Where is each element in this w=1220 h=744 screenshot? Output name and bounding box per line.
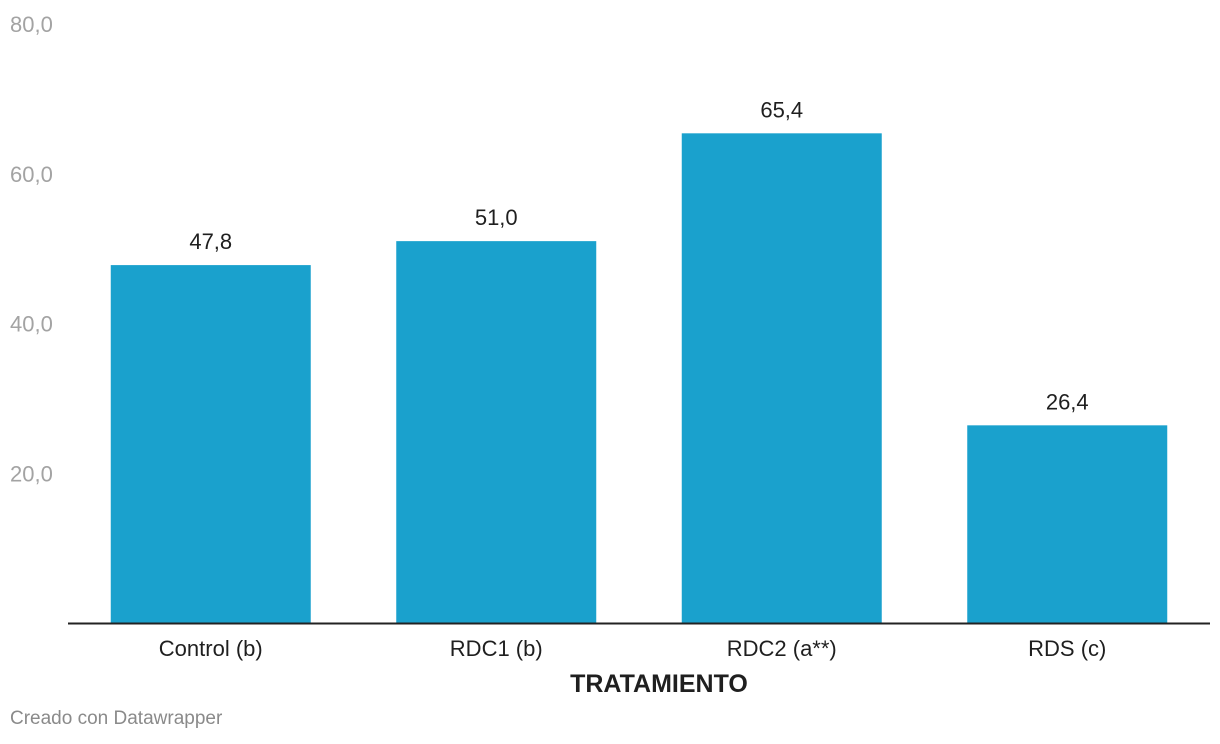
x-tick-label: RDC2 (a**) — [727, 636, 837, 661]
y-axis: 20,0 40,0 60,0 80,0 — [10, 12, 53, 486]
y-tick-label: 20,0 — [10, 461, 53, 486]
bar-value-label: 51,0 — [475, 205, 518, 230]
footer-credit: Creado con Datawrapper — [10, 708, 223, 729]
bars — [110, 133, 1168, 623]
y-tick-label: 80,0 — [10, 12, 53, 37]
bar — [110, 265, 311, 623]
y-tick-label: 40,0 — [10, 312, 53, 337]
x-tick-label: RDS (c) — [1028, 636, 1106, 661]
bar — [967, 425, 1168, 623]
bar-value-label: 47,8 — [189, 229, 232, 254]
bar — [396, 241, 597, 623]
bar-value-label: 26,4 — [1046, 389, 1089, 414]
x-tick-label: Control (b) — [159, 636, 263, 661]
x-axis: Control (b) RDC1 (b) RDC2 (a**) RDS (c) — [159, 636, 1107, 661]
x-tick-label: RDC1 (b) — [450, 636, 543, 661]
bar — [681, 133, 882, 623]
bar-value-label: 65,4 — [760, 97, 803, 122]
x-axis-title: TRATAMIENTO — [570, 670, 748, 698]
y-tick-label: 60,0 — [10, 162, 53, 187]
value-labels: 47,8 51,0 65,4 26,4 — [189, 97, 1088, 414]
